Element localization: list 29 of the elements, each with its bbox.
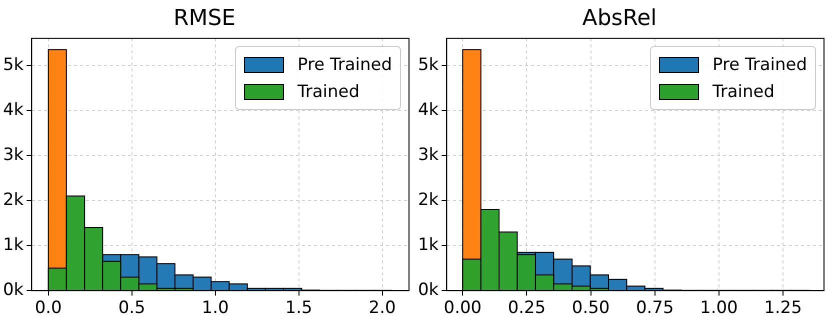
y-tick-label: 2k [2, 190, 24, 210]
x-tick-label: 0.0 [34, 298, 62, 318]
chart-title: RMSE [173, 6, 236, 31]
y-tick-label: 5k [418, 54, 439, 75]
x-tick-label: 0.00 [444, 298, 482, 318]
x-tick-label: 0.5 [118, 298, 146, 318]
legend-label: Pre Trained [298, 54, 392, 75]
x-tick-label: 0.25 [508, 298, 546, 318]
chart-title: AbsRel [582, 6, 657, 31]
legend-label: Trained [712, 82, 775, 102]
x-tick-label: 2.0 [368, 298, 396, 318]
y-tick-label: 4k [418, 100, 439, 120]
x-tick-label: 1.5 [285, 298, 312, 318]
y-tick-label: 3k [2, 144, 24, 165]
x-tick-label: 0.50 [572, 298, 610, 318]
x-tick-label: 0.75 [636, 298, 674, 318]
legend-label: Pre Trained [712, 54, 807, 75]
y-tick-label: 0k [418, 280, 439, 300]
y-tick-label: 4k [2, 100, 24, 120]
x-tick-label: 1.00 [700, 298, 738, 318]
x-tick-label: 1.25 [764, 298, 802, 318]
x-tick-label: 1.0 [202, 298, 229, 318]
y-tick-label: 3k [418, 144, 439, 165]
y-tick-label: 5k [2, 54, 24, 75]
y-tick-label: 0k [2, 280, 24, 300]
legend-label: Trained [298, 82, 360, 102]
y-tick-label: 1k [2, 234, 24, 255]
y-tick-label: 2k [418, 190, 439, 210]
y-tick-label: 1k [418, 234, 439, 255]
